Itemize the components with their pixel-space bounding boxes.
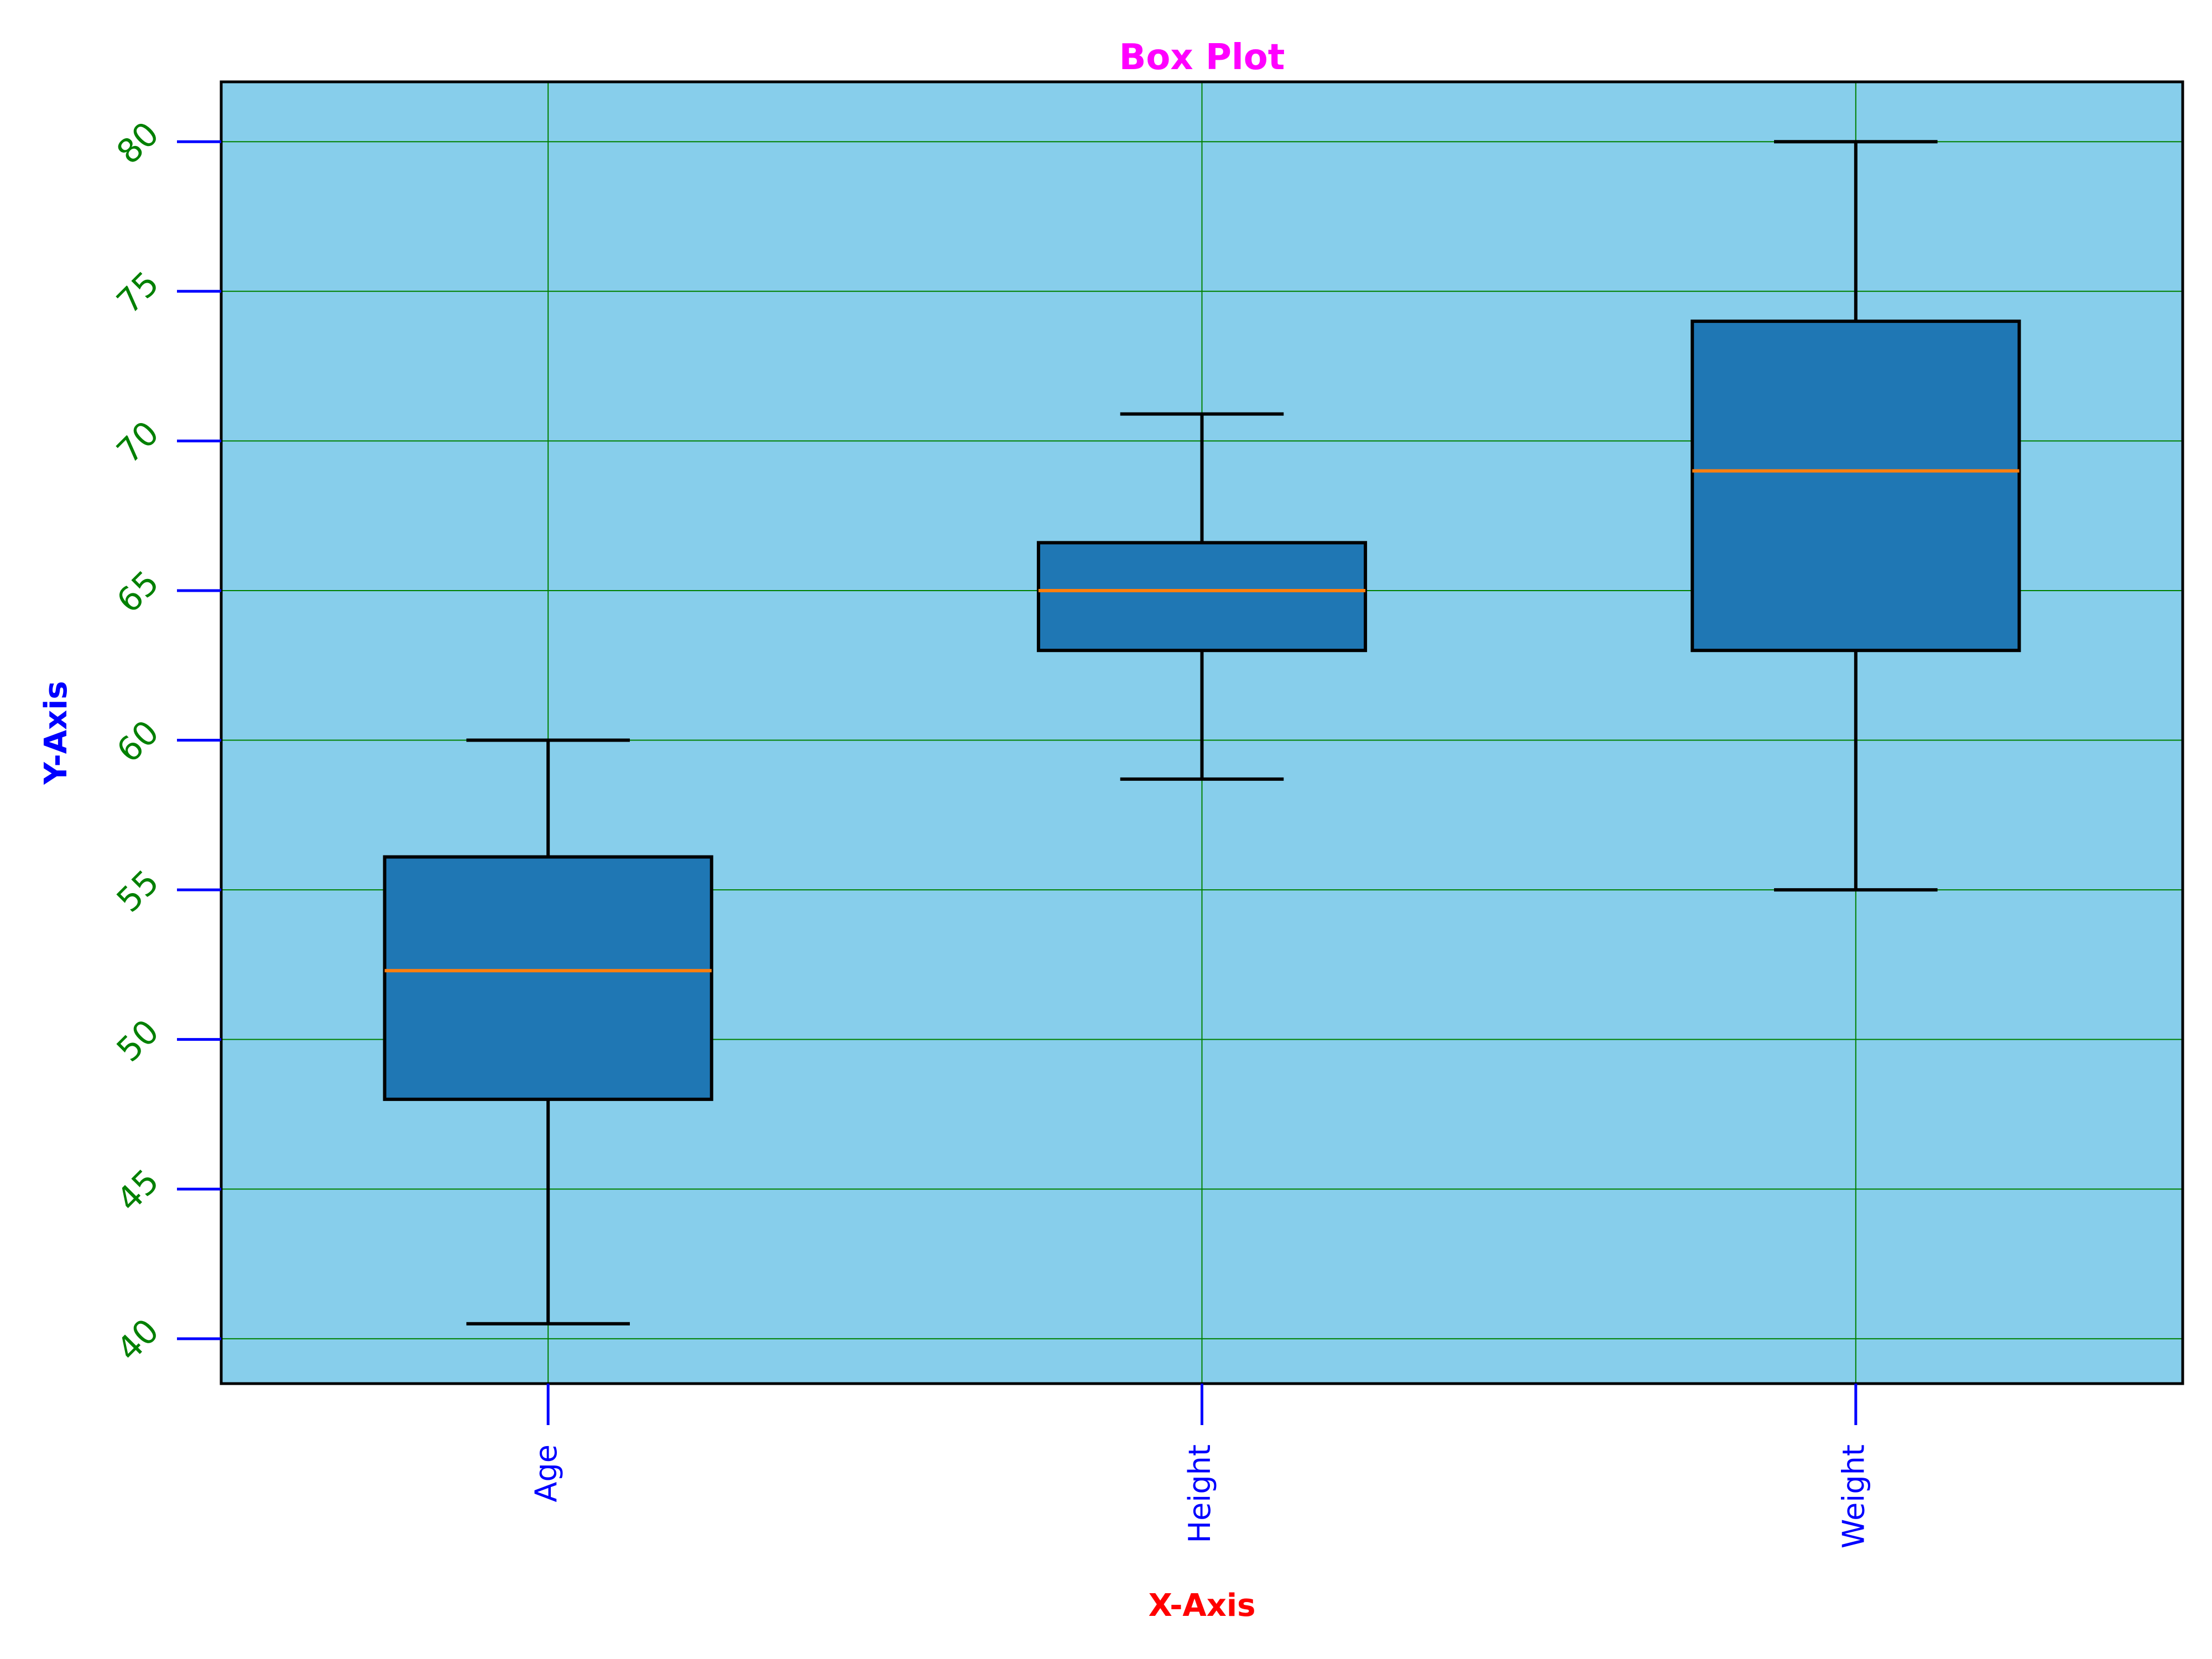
x-tick-label: Height xyxy=(1182,1444,1217,1543)
x-axis-ticks: Age Height Weight xyxy=(529,1384,1871,1548)
y-tick-label: 60 xyxy=(109,713,166,770)
y-axis-ticks: 40 45 50 55 60 65 70 75 80 xyxy=(109,114,221,1369)
box-iqr xyxy=(383,855,713,1101)
y-tick-label: 65 xyxy=(109,564,166,620)
y-axis-label: Y-Axis xyxy=(38,681,74,785)
y-tick-label: 75 xyxy=(109,264,166,321)
y-tick-label: 55 xyxy=(109,863,166,920)
x-tick-label: Age xyxy=(529,1444,564,1502)
box-height xyxy=(1036,412,1368,781)
boxes-layer xyxy=(383,140,2021,1326)
y-tick-label: 50 xyxy=(109,1013,166,1070)
y-tick-label: 80 xyxy=(109,114,166,171)
chart-title: Box Plot xyxy=(1119,37,1285,78)
box-iqr xyxy=(1691,319,2021,653)
box-weight xyxy=(1691,140,2021,892)
y-tick-label: 70 xyxy=(109,414,166,471)
x-axis-label: X-Axis xyxy=(1149,1588,1256,1624)
box-age xyxy=(383,738,713,1326)
x-tick-label: Weight xyxy=(1836,1444,1871,1548)
box-iqr xyxy=(1036,541,1368,653)
y-tick-label: 45 xyxy=(109,1162,166,1219)
y-tick-label: 40 xyxy=(109,1312,166,1369)
